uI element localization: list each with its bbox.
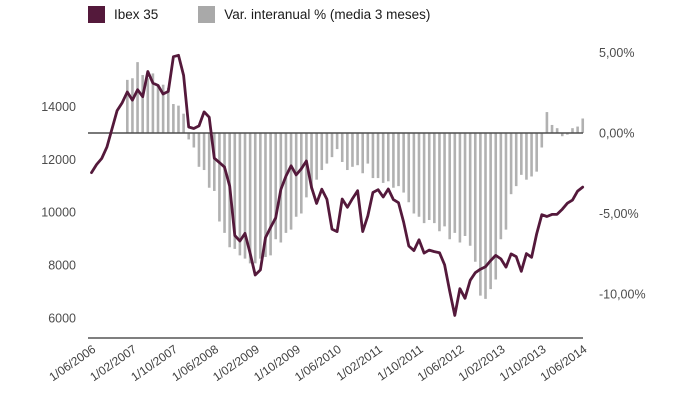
right-axis-tick-label: -5,00% (599, 207, 639, 221)
right-axis-tick-label: -10,00% (599, 288, 646, 302)
right-axis-tick-label: 0,00% (599, 127, 634, 141)
left-axis-tick-label: 12000 (41, 153, 76, 167)
left-axis-tick-label: 8000 (48, 259, 76, 273)
ibex35-swatch-icon (88, 6, 105, 23)
legend-label-var-interanual: Var. interanual % (media 3 meses) (224, 7, 431, 22)
right-axis-tick-label: 5,00% (599, 46, 634, 60)
legend-label-ibex35: Ibex 35 (114, 7, 159, 22)
left-axis-tick-label: 6000 (48, 311, 76, 325)
legend-item-ibex35: Ibex 35 (88, 6, 158, 23)
ibex35-line (90, 53, 585, 317)
legend-item-var-interanual: Var. interanual % (media 3 meses) (198, 6, 430, 23)
legend: Ibex 35 Var. interanual % (media 3 meses… (88, 6, 430, 23)
x-axis-tick-label: 1/06/2014 (538, 342, 590, 384)
x-axis-tick-label: 1/06/2010 (292, 342, 344, 384)
left-axis-tick-label: 14000 (41, 100, 76, 114)
var-interanual-swatch-icon (198, 6, 216, 23)
left-axis-tick-label: 10000 (41, 206, 76, 220)
